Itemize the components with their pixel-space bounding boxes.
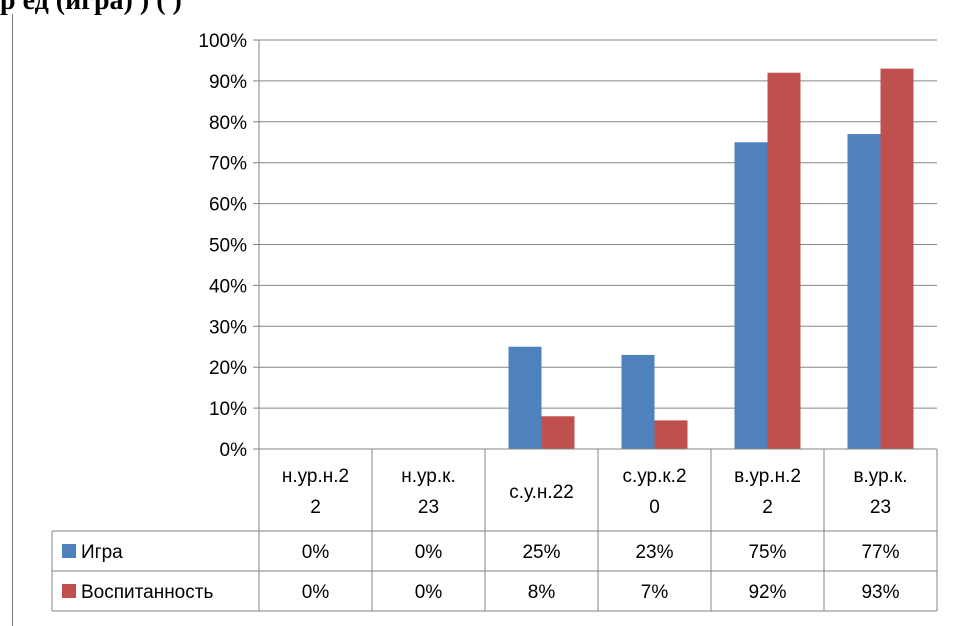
y-tick-label: 50%: [209, 236, 247, 257]
data-table-value: 7%: [641, 582, 669, 603]
data-table-value: 75%: [748, 542, 786, 563]
x-tick-label: 2: [762, 497, 773, 518]
data-table-value: 23%: [635, 542, 673, 563]
data-table-value: 0%: [302, 582, 330, 603]
bar-igra: [734, 142, 768, 449]
y-tick-label: 100%: [198, 31, 247, 52]
data-table-value: 25%: [522, 542, 560, 563]
y-tick-label: 90%: [209, 72, 247, 93]
x-tick-label: 23: [418, 497, 439, 518]
x-tick-label: н.ур.к.: [401, 466, 456, 487]
bar-igra: [508, 346, 542, 449]
bar-vospitannost: [541, 416, 575, 449]
legend-key-igra: [62, 544, 76, 558]
bar-igra: [621, 354, 655, 449]
data-table-value: 0%: [415, 582, 443, 603]
x-tick-label: в.ур.н.2: [734, 466, 801, 487]
y-tick-label: 10%: [209, 399, 247, 420]
x-tick-label: 2: [310, 497, 321, 518]
x-tick-label: н.ур.н.2: [282, 466, 349, 487]
data-table-value: 8%: [528, 582, 556, 603]
y-tick-label: 30%: [209, 317, 247, 338]
y-tick-label: 40%: [209, 276, 247, 297]
x-tick-label: в.ур.к.: [853, 466, 907, 487]
x-tick-label: с.у.н.22: [509, 482, 574, 503]
data-table-value: 77%: [861, 542, 899, 563]
bar-vospitannost: [880, 68, 914, 449]
page-heading: р ед (игра) ) ( ): [0, 0, 182, 16]
y-tick-label: 70%: [209, 154, 247, 175]
legend-label: Воспитанность: [81, 582, 213, 603]
legend-label: Игра: [81, 542, 123, 563]
y-tick-label: 0%: [220, 440, 248, 461]
bar-igra: [847, 134, 881, 449]
bar-vospitannost: [767, 72, 801, 449]
x-tick-label: 0: [649, 497, 660, 518]
legend-key-vospitannost: [62, 584, 76, 598]
bar-vospitannost: [654, 420, 688, 449]
x-tick-label: с.ур.к.2: [622, 466, 686, 487]
data-table-value: 92%: [748, 582, 786, 603]
data-table-value: 0%: [415, 542, 443, 563]
chart-frame: [12, 14, 957, 626]
y-tick-label: 80%: [209, 113, 247, 134]
y-tick-label: 60%: [209, 195, 247, 216]
x-tick-label: 23: [870, 497, 891, 518]
y-tick-label: 20%: [209, 358, 247, 379]
data-table-value: 0%: [302, 542, 330, 563]
data-table-value: 93%: [861, 582, 899, 603]
